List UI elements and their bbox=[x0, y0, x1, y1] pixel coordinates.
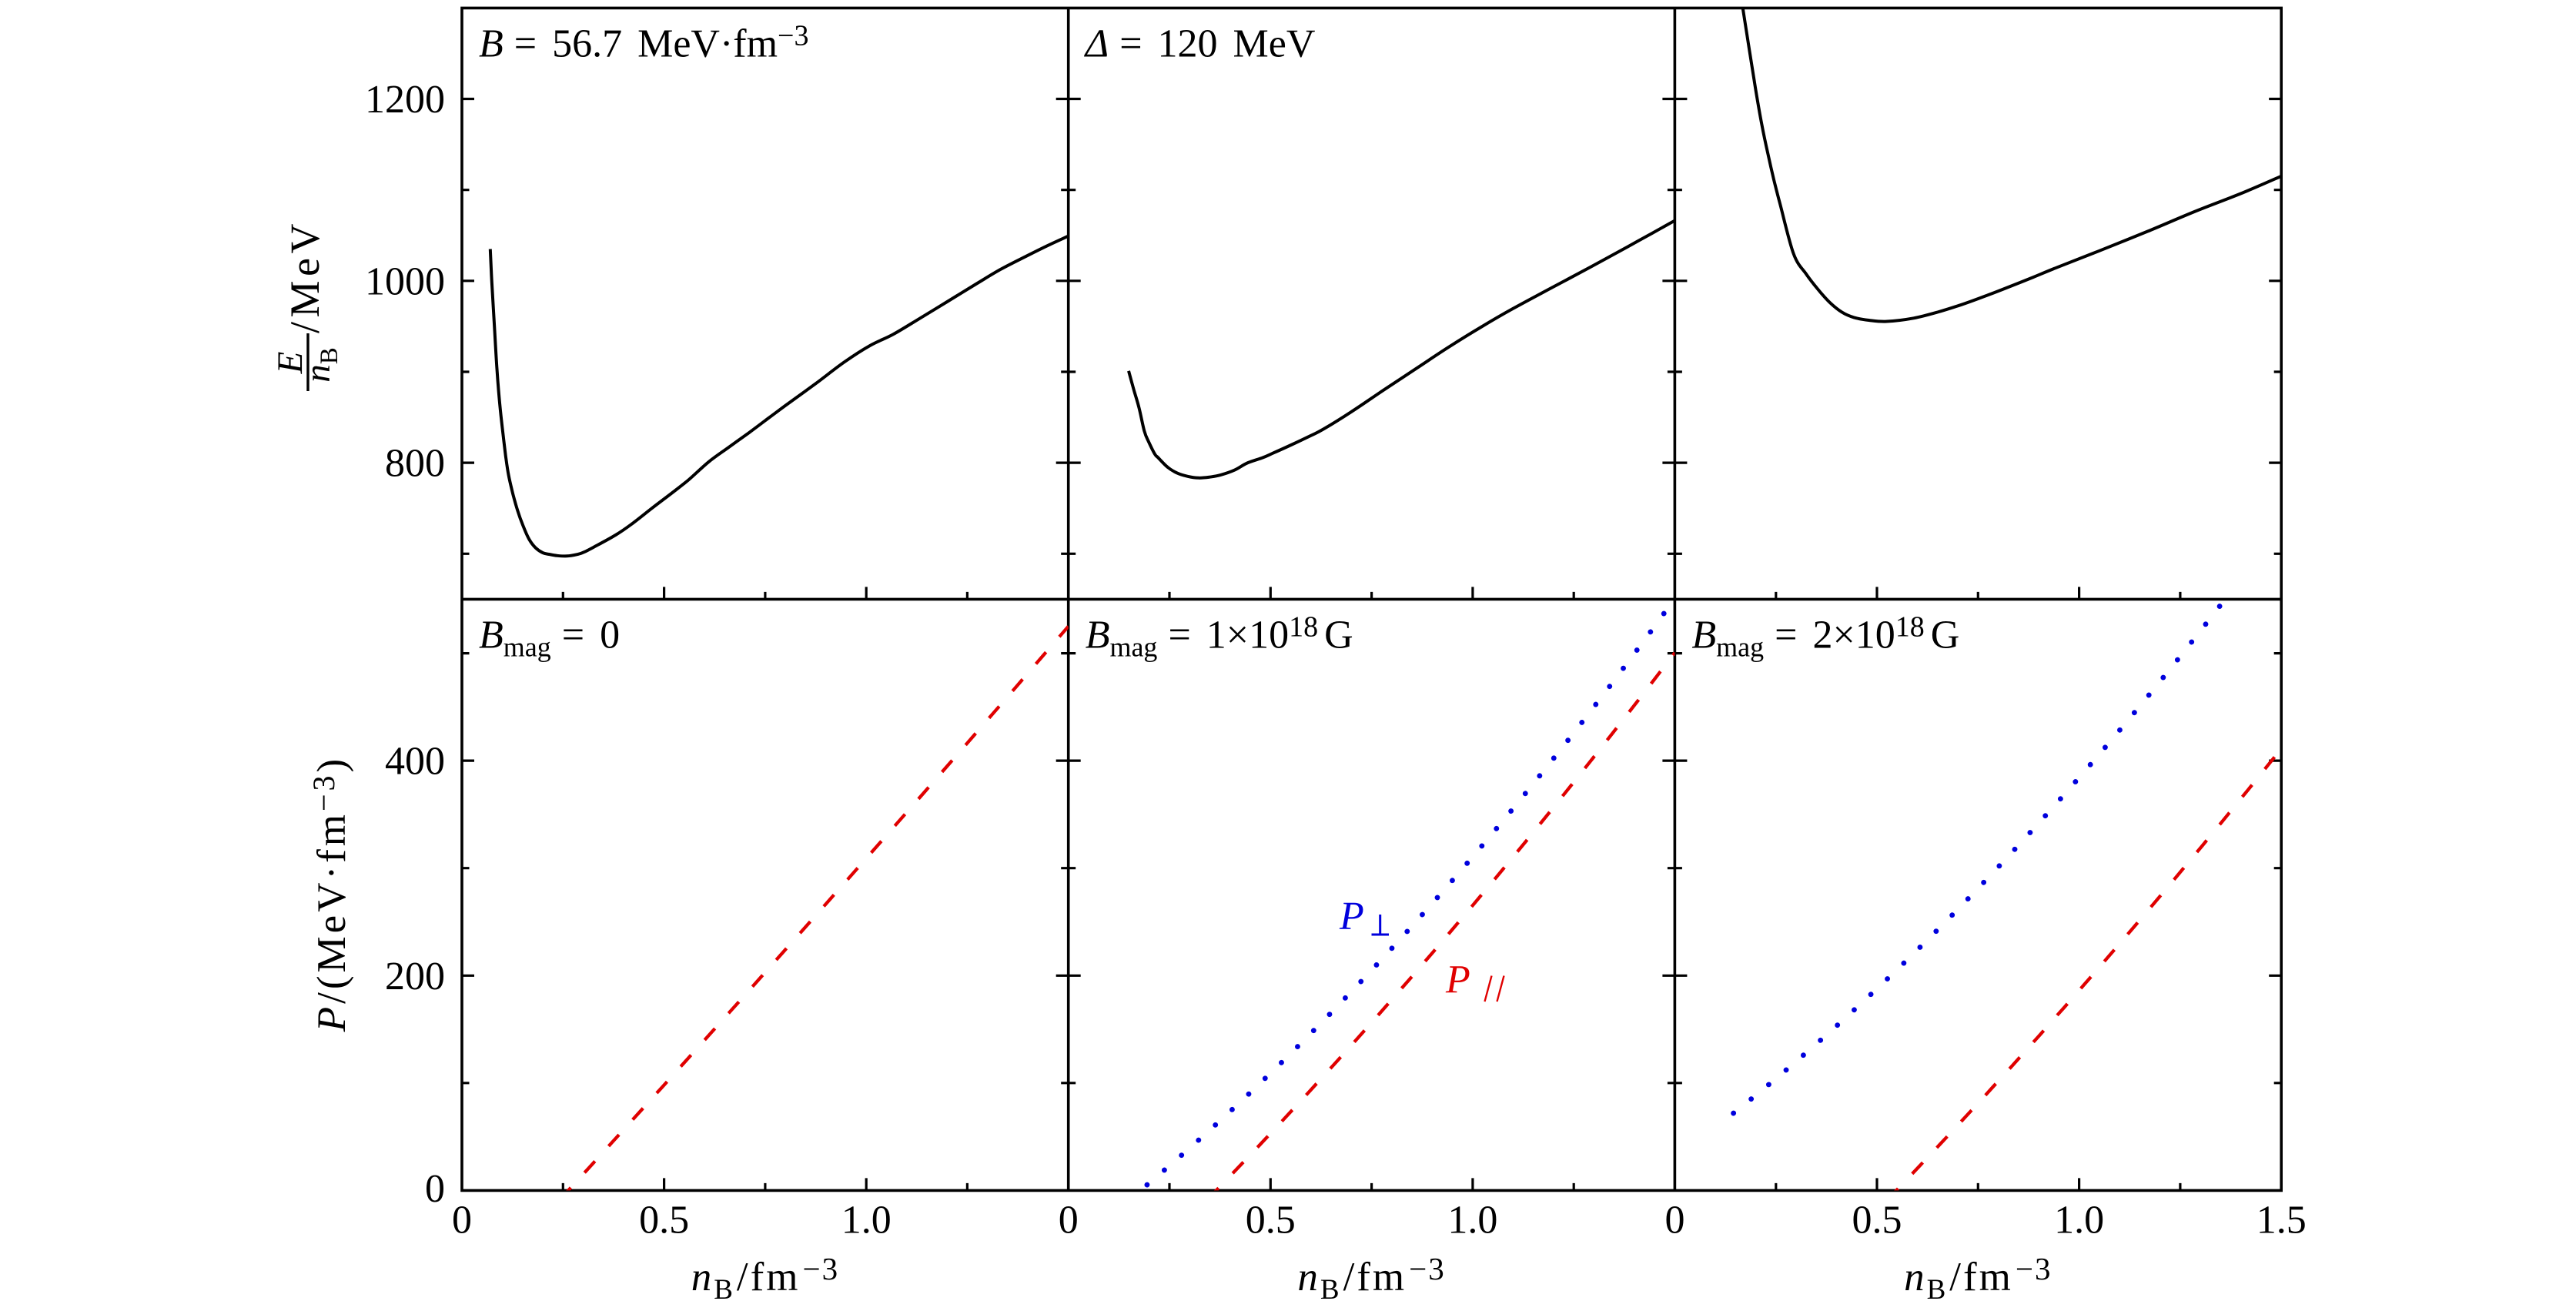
svg-text:0: 0 bbox=[1665, 1199, 1685, 1242]
svg-text:P: P bbox=[1339, 895, 1364, 938]
svg-text:200: 200 bbox=[385, 955, 445, 998]
svg-text:1000: 1000 bbox=[365, 259, 445, 303]
svg-text:1200: 1200 bbox=[365, 78, 445, 122]
svg-text:0: 0 bbox=[1059, 1199, 1079, 1242]
svg-text:1.0: 1.0 bbox=[1447, 1199, 1497, 1242]
svg-text:0.5: 0.5 bbox=[639, 1199, 689, 1242]
svg-text:400: 400 bbox=[385, 740, 445, 784]
svg-text:nB/fm−3: nB/fm−3 bbox=[1297, 1251, 1445, 1306]
svg-text:nB/fm−3: nB/fm−3 bbox=[691, 1251, 839, 1306]
svg-text:1.0: 1.0 bbox=[2054, 1199, 2104, 1242]
svg-text:nB/fm−3: nB/fm−3 bbox=[1904, 1251, 2052, 1306]
svg-text:/MeV: /MeV bbox=[282, 219, 328, 333]
svg-text:0.5: 0.5 bbox=[1852, 1199, 1902, 1242]
svg-text:0: 0 bbox=[425, 1167, 445, 1211]
svg-text:0.5: 0.5 bbox=[1246, 1199, 1296, 1242]
svg-text:nB: nB bbox=[298, 347, 343, 383]
svg-text:P/(MeV·fm−3): P/(MeV·fm−3) bbox=[306, 756, 354, 1032]
svg-text:1.0: 1.0 bbox=[841, 1199, 892, 1242]
svg-text:E: E bbox=[270, 352, 310, 375]
svg-text:1.5: 1.5 bbox=[2257, 1199, 2307, 1242]
svg-text:Bmag=0: Bmag = 0 bbox=[479, 613, 620, 662]
svg-text:0: 0 bbox=[452, 1199, 472, 1242]
svg-text:800: 800 bbox=[385, 442, 445, 486]
svg-text:P: P bbox=[1445, 958, 1470, 1002]
